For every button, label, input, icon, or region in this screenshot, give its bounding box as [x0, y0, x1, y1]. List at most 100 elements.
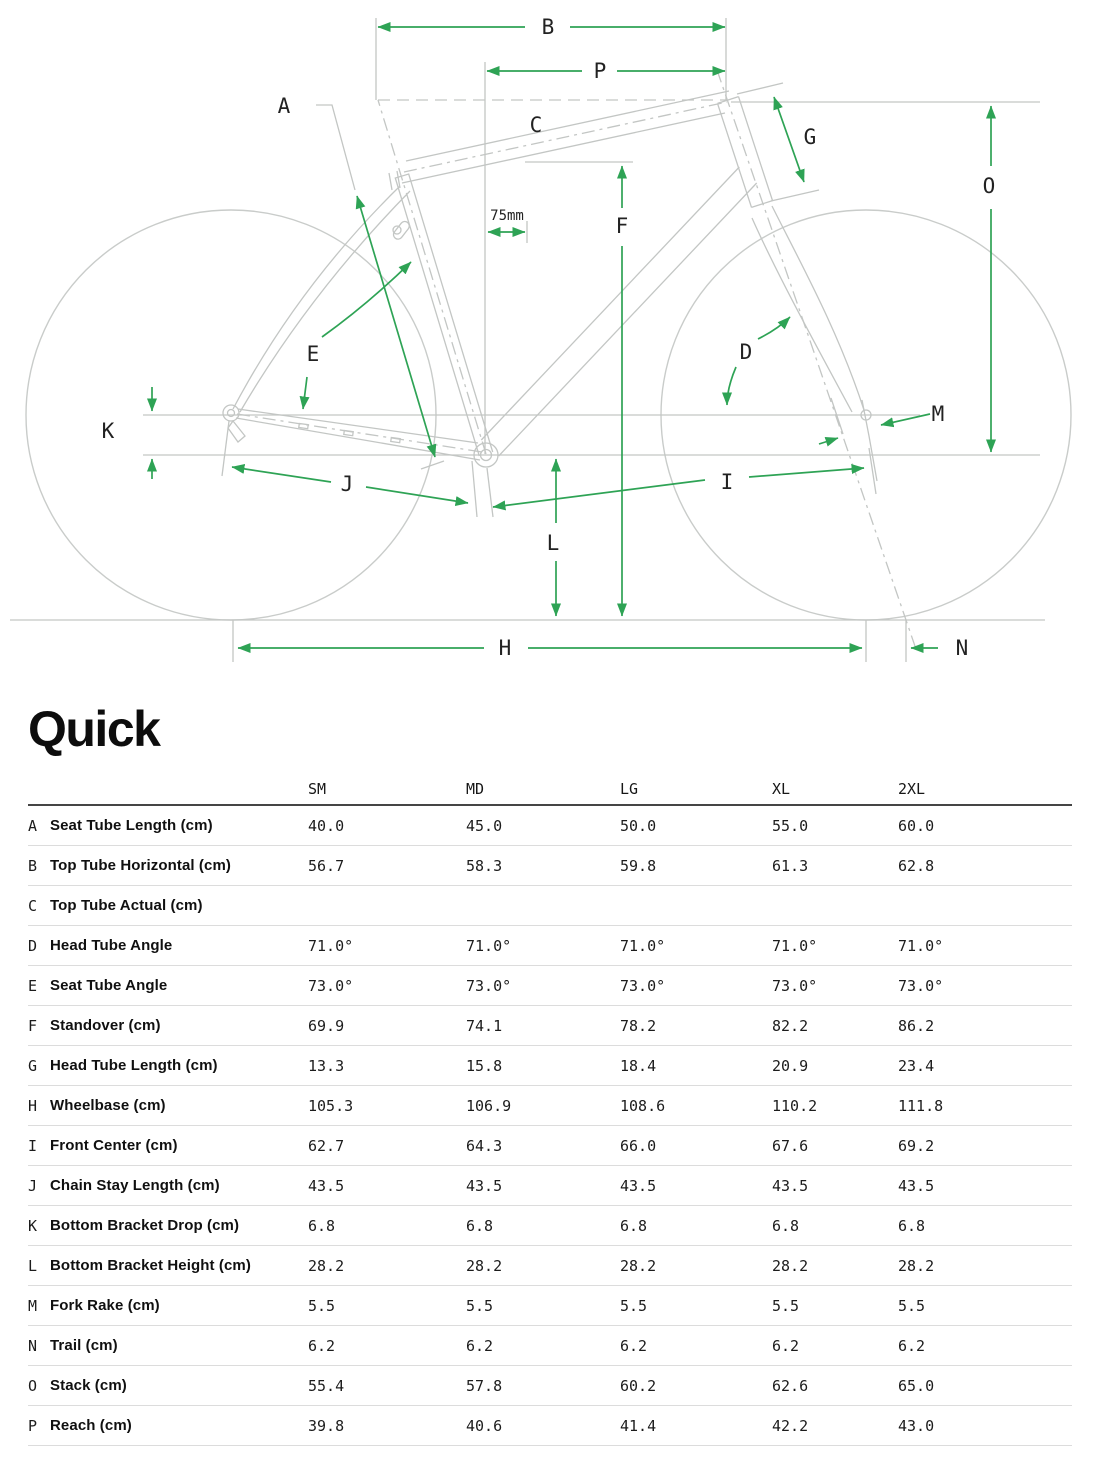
row-dimension-label: Standover (cm): [50, 1017, 161, 1034]
value-lg: 59.8: [620, 856, 657, 875]
value-lg: 41.4: [620, 1416, 657, 1435]
geometry-table-row: O Stack (cm) 55.4 57.8 60.2 62.6 65.0: [28, 1366, 1072, 1406]
value-md: 45.0: [466, 816, 503, 835]
diagram-label-head-tube-length: G: [804, 125, 817, 149]
row-dimension-label: Top Tube Horizontal (cm): [50, 857, 231, 874]
value-md: 6.8: [466, 1216, 494, 1235]
value-md: 71.0°: [466, 936, 512, 955]
value-sm: 105.3: [308, 1096, 354, 1115]
value-lg: 60.2: [620, 1376, 657, 1395]
diagram-label-front-center: I: [721, 470, 734, 494]
diagram-label-standover: F: [616, 214, 629, 238]
frame-linework: [227, 69, 918, 653]
row-dimension-letter: A: [28, 816, 38, 835]
value-xl: 6.8: [772, 1216, 800, 1235]
value-lg: 50.0: [620, 816, 657, 835]
row-dimension-letter: C: [28, 896, 38, 915]
diagram-annotation-75mm: 75mm: [490, 208, 524, 224]
diagram-label-seat-tube-length: A: [278, 94, 291, 118]
value-md: 58.3: [466, 856, 503, 875]
row-dimension-label: Bottom Bracket Height (cm): [50, 1257, 251, 1274]
row-dimension-letter: L: [28, 1256, 38, 1275]
value-sm: 69.9: [308, 1016, 345, 1035]
value-2xl: 71.0°: [898, 936, 944, 955]
row-dimension-letter: J: [28, 1176, 38, 1195]
value-md: 73.0°: [466, 976, 512, 995]
value-sm: 56.7: [308, 856, 345, 875]
value-xl: 6.2: [772, 1336, 800, 1355]
geometry-table-row: C Top Tube Actual (cm): [28, 886, 1072, 926]
geometry-table-row: I Front Center (cm) 62.7 64.3 66.0 67.6 …: [28, 1126, 1072, 1166]
value-md: 64.3: [466, 1136, 503, 1155]
row-dimension-letter: F: [28, 1016, 38, 1035]
value-xl: 67.6: [772, 1136, 809, 1155]
value-xl: 42.2: [772, 1416, 809, 1435]
row-dimension-letter: E: [28, 976, 38, 995]
value-sm: 6.8: [308, 1216, 336, 1235]
row-dimension-letter: K: [28, 1216, 38, 1235]
row-dimension-letter: H: [28, 1096, 38, 1115]
row-dimension-label: Wheelbase (cm): [50, 1097, 166, 1114]
value-md: 74.1: [466, 1016, 503, 1035]
geometry-table-body: A Seat Tube Length (cm) 40.0 45.0 50.0 5…: [28, 806, 1072, 1446]
row-dimension-label: Bottom Bracket Drop (cm): [50, 1217, 240, 1234]
geometry-table-row: A Seat Tube Length (cm) 40.0 45.0 50.0 5…: [28, 806, 1072, 846]
value-sm: 5.5: [308, 1296, 336, 1315]
diagram-label-bb-drop: K: [102, 419, 115, 443]
row-dimension-label: Fork Rake (cm): [50, 1297, 160, 1314]
geometry-table-row: E Seat Tube Angle 73.0° 73.0° 73.0° 73.0…: [28, 966, 1072, 1006]
value-2xl: 69.2: [898, 1136, 935, 1155]
size-header-2xl: 2XL: [898, 780, 926, 798]
diagram-label-trail: N: [956, 636, 969, 660]
value-sm: 28.2: [308, 1256, 345, 1275]
value-xl: 28.2: [772, 1256, 809, 1275]
value-sm: 39.8: [308, 1416, 345, 1435]
value-2xl: 43.5: [898, 1176, 935, 1195]
row-dimension-label: Head Tube Length (cm): [50, 1057, 218, 1074]
value-md: 5.5: [466, 1296, 494, 1315]
bike-geometry-diagram: A B C D E F G H I J K L M N O P 75mm: [10, 15, 1072, 662]
diagram-label-stack: O: [983, 174, 996, 198]
diagram-label-head-tube-angle: D: [740, 340, 753, 364]
size-header-sm: SM: [308, 780, 327, 798]
geometry-table-row: K Bottom Bracket Drop (cm) 6.8 6.8 6.8 6…: [28, 1206, 1072, 1246]
value-2xl: 73.0°: [898, 976, 944, 995]
row-dimension-label: Seat Tube Angle: [50, 977, 168, 994]
value-2xl: 28.2: [898, 1256, 935, 1275]
geometry-table: SM MD LG XL 2XL A Seat Tube Length (cm) …: [28, 774, 1072, 1446]
value-xl: 110.2: [772, 1096, 818, 1115]
value-xl: 62.6: [772, 1376, 809, 1395]
row-dimension-letter: M: [28, 1296, 38, 1315]
size-header-md: MD: [466, 780, 485, 798]
geometry-table-row: N Trail (cm) 6.2 6.2 6.2 6.2 6.2: [28, 1326, 1072, 1366]
row-dimension-label: Top Tube Actual (cm): [50, 897, 203, 914]
diagram-label-fork-rake: M: [932, 402, 945, 426]
value-xl: 71.0°: [772, 936, 818, 955]
row-dimension-label: Seat Tube Length (cm): [50, 817, 213, 834]
value-2xl: 86.2: [898, 1016, 935, 1035]
value-lg: 28.2: [620, 1256, 657, 1275]
row-dimension-letter: B: [28, 856, 38, 875]
value-lg: 66.0: [620, 1136, 657, 1155]
value-xl: 43.5: [772, 1176, 809, 1195]
geometry-table-row: D Head Tube Angle 71.0° 71.0° 71.0° 71.0…: [28, 926, 1072, 966]
value-lg: 5.5: [620, 1296, 648, 1315]
value-xl: 5.5: [772, 1296, 800, 1315]
geometry-table-row: J Chain Stay Length (cm) 43.5 43.5 43.5 …: [28, 1166, 1072, 1206]
row-dimension-label: Stack (cm): [50, 1377, 127, 1394]
page-title: Quick: [28, 701, 161, 757]
geometry-table-row: M Fork Rake (cm) 5.5 5.5 5.5 5.5 5.5: [28, 1286, 1072, 1326]
value-2xl: 43.0: [898, 1416, 935, 1435]
value-2xl: 23.4: [898, 1056, 935, 1075]
dimension-arrows: [147, 22, 996, 653]
value-md: 6.2: [466, 1336, 494, 1355]
value-2xl: 5.5: [898, 1296, 926, 1315]
value-xl: 73.0°: [772, 976, 818, 995]
geometry-table-row: G Head Tube Length (cm) 13.3 15.8 18.4 2…: [28, 1046, 1072, 1086]
diagram-label-top-tube-horizontal: B: [542, 15, 555, 39]
diagram-label-wheelbase: H: [499, 636, 512, 660]
value-lg: 73.0°: [620, 976, 666, 995]
value-md: 43.5: [466, 1176, 503, 1195]
value-sm: 73.0°: [308, 976, 354, 995]
diagram-label-bb-height: L: [547, 531, 560, 555]
